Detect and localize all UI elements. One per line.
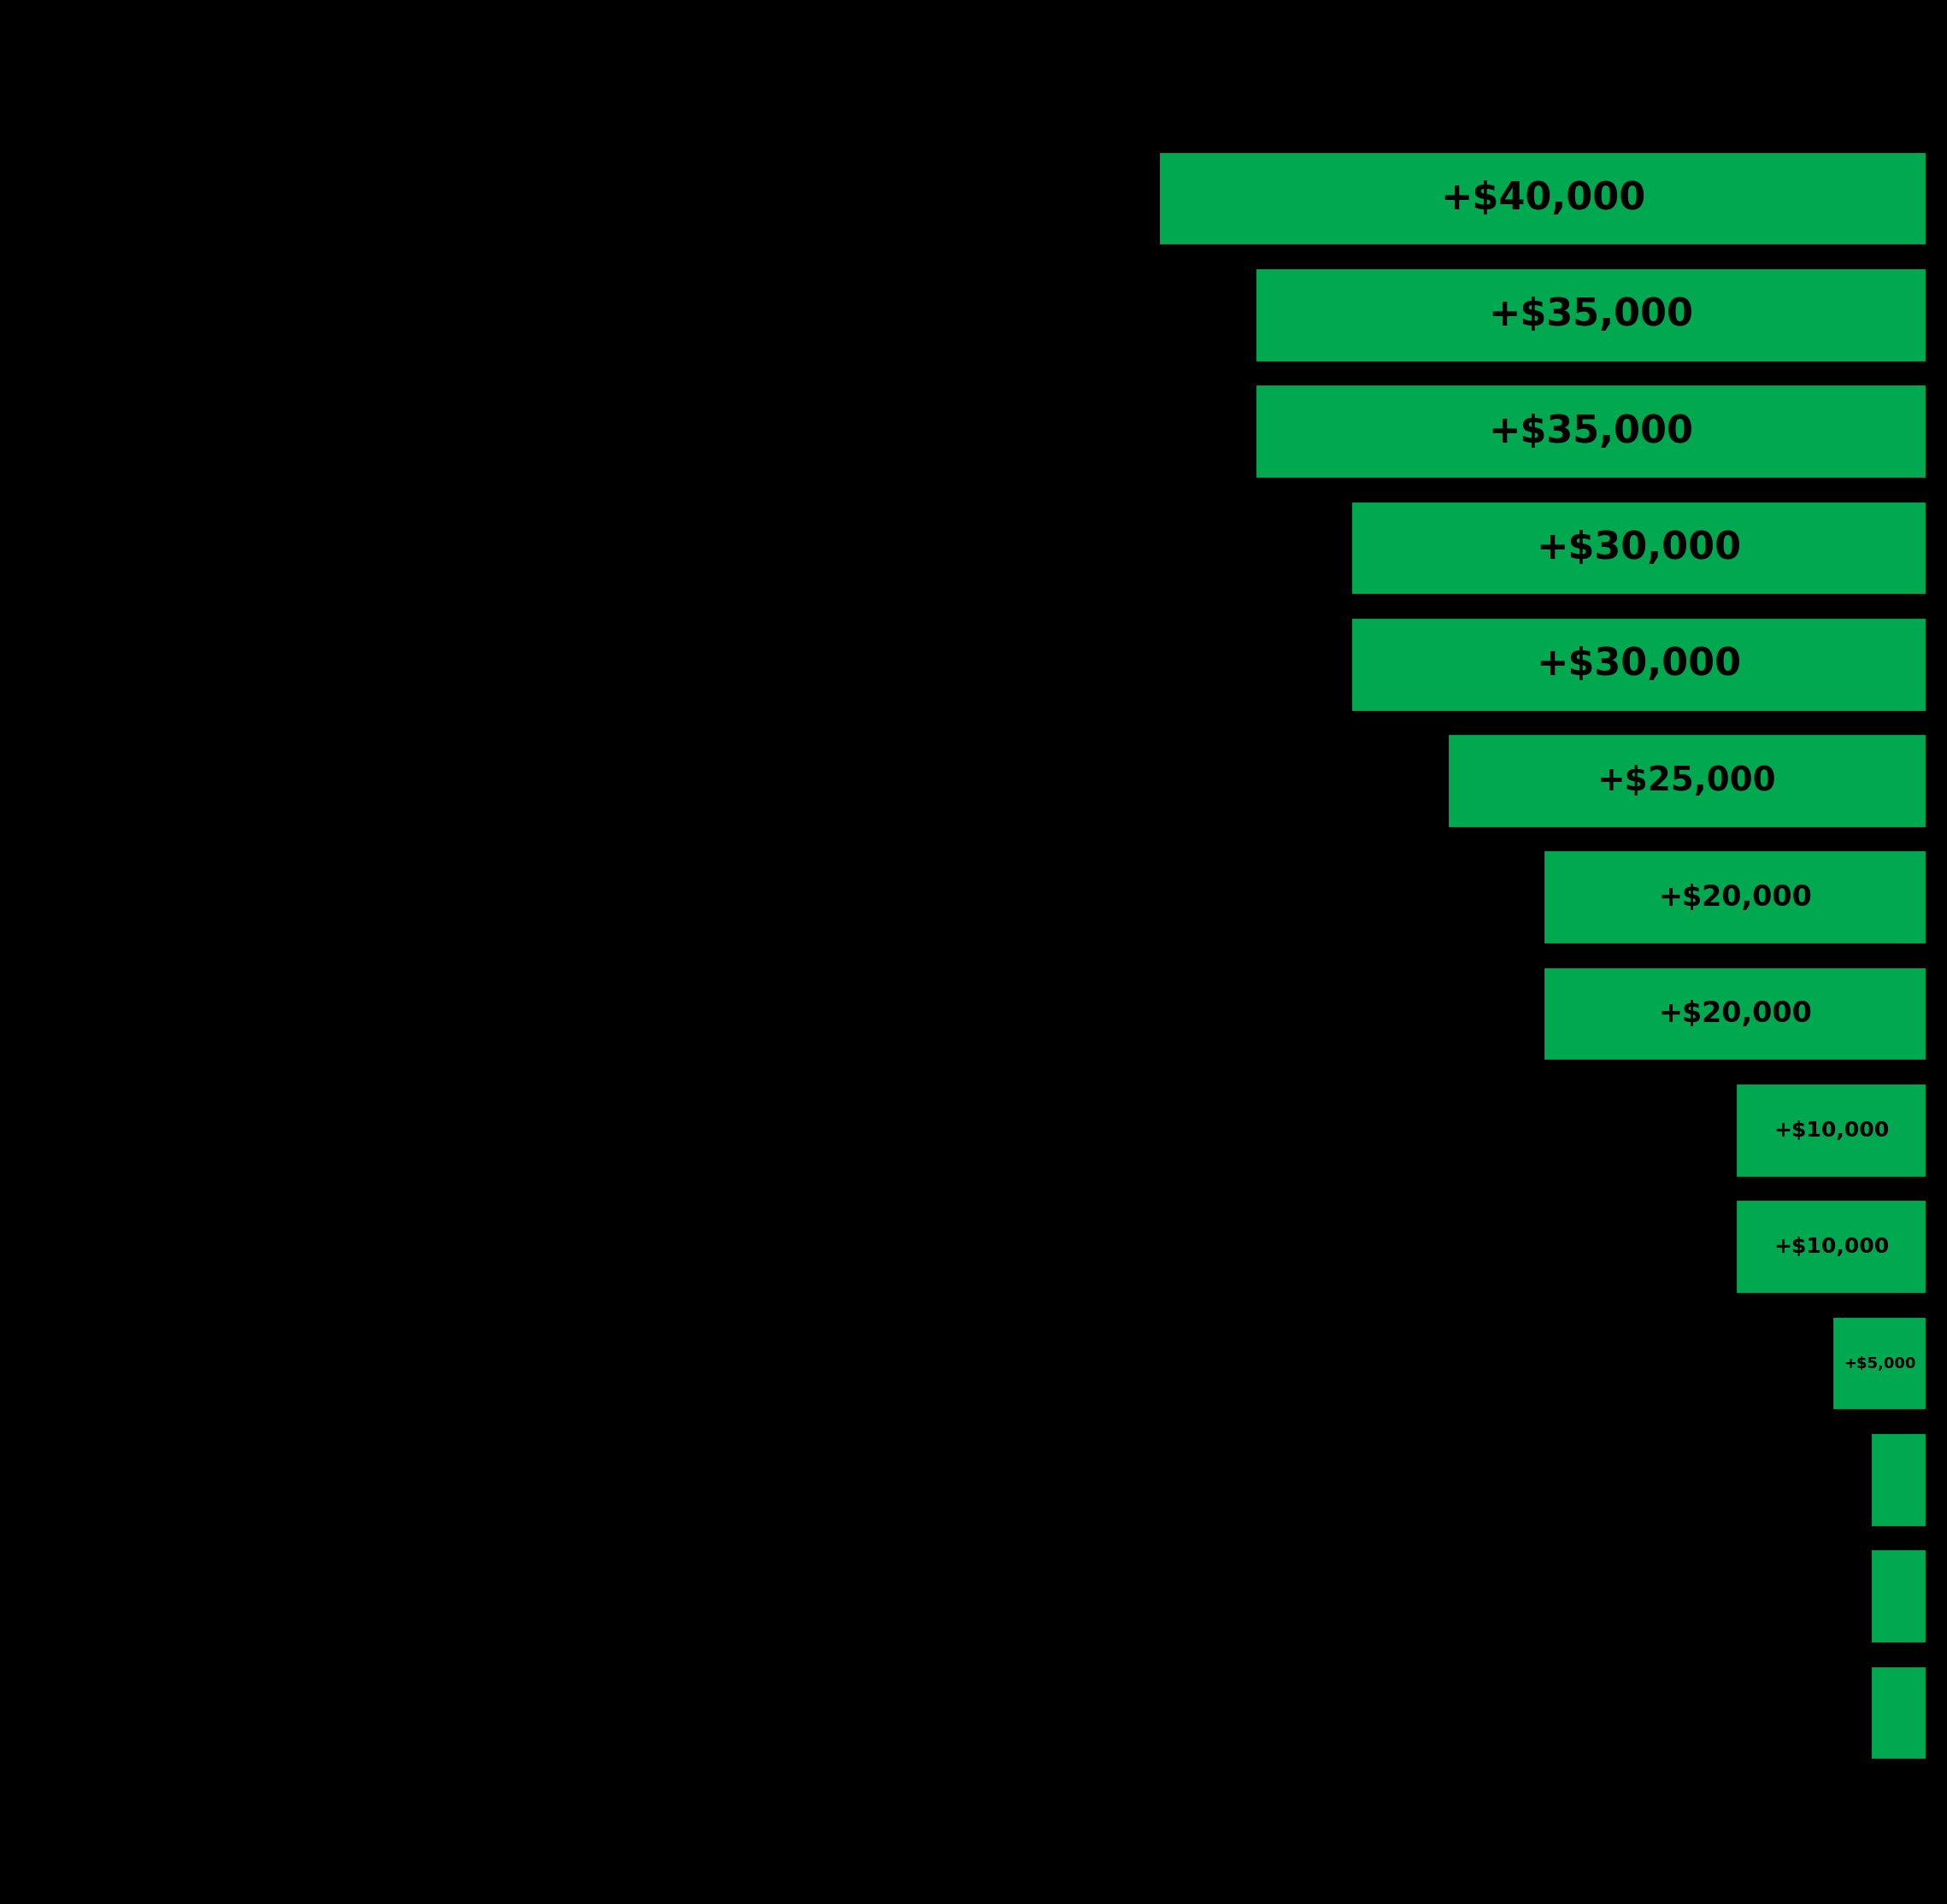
Text: +$35,000: +$35,000 xyxy=(1489,297,1694,333)
Bar xyxy=(1542,849,1928,944)
Bar xyxy=(1158,150,1928,246)
Text: +$30,000: +$30,000 xyxy=(1536,645,1743,684)
Text: +$10,000: +$10,000 xyxy=(1774,1238,1889,1257)
Bar xyxy=(1869,1548,1928,1645)
Text: +$20,000: +$20,000 xyxy=(1659,883,1813,912)
Bar xyxy=(1735,1083,1928,1179)
Text: +$25,000: +$25,000 xyxy=(1598,765,1778,798)
Bar xyxy=(1869,1666,1928,1761)
Bar xyxy=(1832,1316,1928,1411)
Text: +$20,000: +$20,000 xyxy=(1659,1000,1813,1028)
Bar xyxy=(1735,1200,1928,1295)
Text: +$5,000: +$5,000 xyxy=(1844,1356,1916,1371)
Text: +$30,000: +$30,000 xyxy=(1536,529,1743,567)
Bar xyxy=(1351,501,1928,596)
Bar xyxy=(1542,967,1928,1062)
Bar xyxy=(1254,267,1928,364)
Text: +$10,000: +$10,000 xyxy=(1774,1120,1889,1140)
Bar xyxy=(1447,733,1928,828)
Text: +$35,000: +$35,000 xyxy=(1489,413,1694,449)
Text: +$40,000: +$40,000 xyxy=(1441,181,1645,217)
Bar xyxy=(1869,1432,1928,1527)
Bar xyxy=(1351,617,1928,712)
Bar xyxy=(1254,385,1928,480)
